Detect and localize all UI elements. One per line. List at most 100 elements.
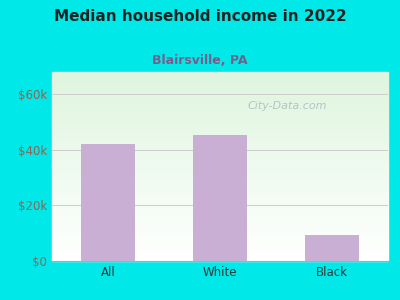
Bar [52,242,388,244]
Bar [52,227,388,229]
Bar [52,140,388,142]
Bar [52,199,388,200]
Bar [52,214,388,216]
Bar [52,83,388,85]
Bar [52,81,388,83]
Bar [52,98,388,100]
Bar [52,78,388,80]
Bar [52,87,388,89]
Bar [52,85,388,87]
Bar [52,180,388,182]
Bar [52,114,388,116]
Bar [52,174,388,176]
Bar [52,219,388,221]
Bar [52,244,388,246]
Bar [52,136,388,138]
Bar [52,104,388,106]
Bar [52,212,388,214]
Bar [52,236,388,238]
Bar [52,159,388,161]
Bar [52,176,388,178]
Bar [52,257,388,259]
Bar [52,116,388,117]
Bar [52,89,388,91]
Bar [193,134,247,261]
Bar [52,102,388,104]
Bar [52,142,388,144]
Bar [52,91,388,93]
Bar [52,80,388,81]
Bar [52,97,388,98]
Bar [305,235,359,261]
Bar [52,76,388,78]
Bar [52,233,388,235]
Bar [52,119,388,121]
Bar [52,240,388,242]
Bar [52,106,388,108]
Bar [52,123,388,125]
Bar [52,133,388,134]
Bar [52,200,388,202]
Bar [52,206,388,208]
Bar [52,148,388,149]
Bar [52,167,388,168]
Bar [52,93,388,95]
Bar [52,157,388,159]
Bar [52,208,388,210]
Bar [52,187,388,189]
Bar [52,255,388,257]
Bar [52,165,388,167]
Bar [52,182,388,184]
Text: Median household income in 2022: Median household income in 2022 [54,9,346,24]
Bar [52,259,388,261]
Bar [52,161,388,163]
Bar [52,238,388,240]
Bar [52,155,388,157]
Bar [52,112,388,114]
Bar [52,221,388,223]
Bar [52,254,388,255]
Bar [52,250,388,251]
Bar [52,184,388,185]
Bar [52,195,388,197]
Bar [52,229,388,231]
Bar [52,121,388,123]
Bar [52,170,388,172]
Bar [52,225,388,227]
Bar [52,138,388,140]
Bar [52,223,388,225]
Bar [52,204,388,206]
Bar [52,130,388,133]
Bar [52,185,388,187]
Bar [81,144,135,261]
Bar [52,202,388,204]
Bar [52,72,388,74]
Bar [52,117,388,119]
Bar [52,231,388,233]
Bar [52,197,388,199]
Bar [52,152,388,153]
Bar [52,74,388,76]
Bar [52,163,388,165]
Bar [52,95,388,97]
Bar [52,210,388,212]
Bar [52,108,388,110]
Bar [52,189,388,191]
Bar [52,144,388,146]
Bar [52,251,388,253]
Bar [52,193,388,195]
Bar [52,100,388,102]
Bar [52,153,388,155]
Bar [52,125,388,127]
Bar [52,168,388,170]
Bar [52,235,388,236]
Bar [52,110,388,112]
Bar [52,216,388,218]
Bar [52,129,388,130]
Bar [52,218,388,219]
Text: Blairsville, PA: Blairsville, PA [152,54,248,67]
Bar [52,178,388,180]
Bar [52,248,388,250]
Bar [52,146,388,148]
Bar [52,149,388,152]
